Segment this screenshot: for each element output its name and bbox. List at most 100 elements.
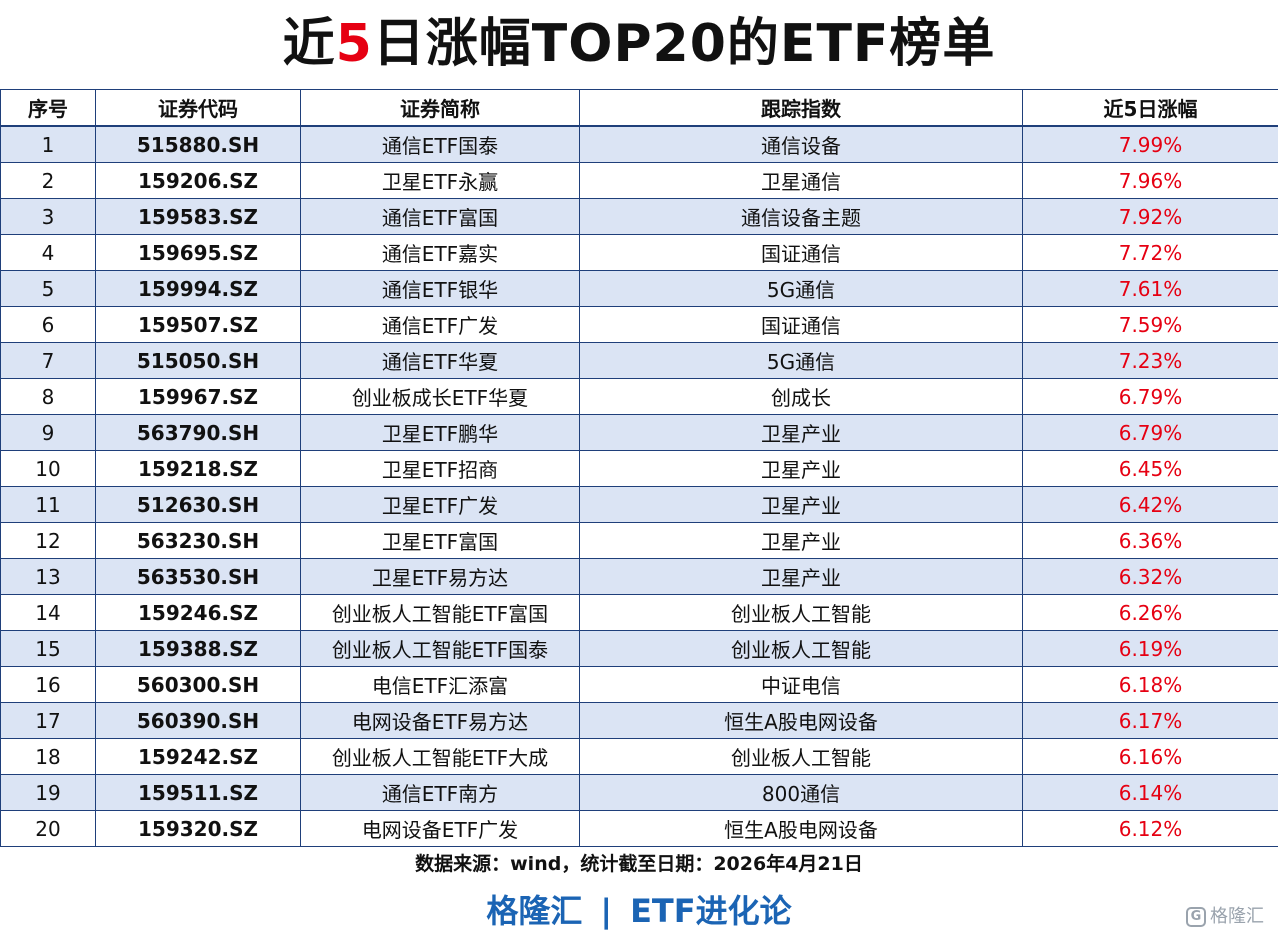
table-row: 1 515880.SH 通信ETF国泰 通信设备 7.99% [0, 125, 1278, 163]
header-name: 证券简称 [300, 89, 580, 127]
table-row: 13 563530.SH 卫星ETF易方达 卫星产业 6.32% [0, 558, 1278, 595]
cell-rank: 16 [0, 666, 96, 703]
cell-code: 159242.SZ [95, 738, 301, 775]
cell-name: 创业板人工智能ETF富国 [300, 594, 580, 631]
cell-code: 563230.SH [95, 522, 301, 559]
header-change: 近5日涨幅 [1022, 89, 1278, 127]
cell-code: 159218.SZ [95, 450, 301, 487]
cell-rank: 17 [0, 702, 96, 739]
cell-name: 通信ETF富国 [300, 198, 580, 235]
cell-index: 通信设备 [579, 125, 1023, 163]
cell-name: 卫星ETF富国 [300, 522, 580, 559]
cell-change: 7.92% [1022, 198, 1278, 235]
cell-rank: 1 [0, 125, 96, 163]
cell-code: 563530.SH [95, 558, 301, 595]
cell-rank: 10 [0, 450, 96, 487]
cell-change: 6.12% [1022, 810, 1278, 847]
table-row: 10 159218.SZ 卫星ETF招商 卫星产业 6.45% [0, 450, 1278, 487]
table-row: 14 159246.SZ 创业板人工智能ETF富国 创业板人工智能 6.26% [0, 594, 1278, 631]
cell-index: 恒生A股电网设备 [579, 702, 1023, 739]
cell-rank: 3 [0, 198, 96, 235]
gelonghui-logo-icon: G [1186, 907, 1206, 927]
cell-code: 159507.SZ [95, 306, 301, 343]
cell-index: 创成长 [579, 378, 1023, 415]
cell-code: 159320.SZ [95, 810, 301, 847]
cell-rank: 19 [0, 774, 96, 811]
cell-name: 通信ETF华夏 [300, 342, 580, 379]
cell-index: 5G通信 [579, 342, 1023, 379]
cell-change: 6.17% [1022, 702, 1278, 739]
cell-change: 7.72% [1022, 234, 1278, 271]
cell-name: 卫星ETF易方达 [300, 558, 580, 595]
cell-index: 卫星产业 [579, 558, 1023, 595]
cell-rank: 6 [0, 306, 96, 343]
table-body: 1 515880.SH 通信ETF国泰 通信设备 7.99% 2 159206.SZ 卫星ET… [0, 125, 1278, 847]
cell-name: 电网设备ETF广发 [300, 810, 580, 847]
cell-code: 512630.SH [95, 486, 301, 523]
table-row: 20 159320.SZ 电网设备ETF广发 恒生A股电网设备 6.12% [0, 810, 1278, 847]
cell-rank: 8 [0, 378, 96, 415]
cell-name: 卫星ETF永赢 [300, 162, 580, 199]
cell-index: 国证通信 [579, 234, 1023, 271]
cell-index: 卫星通信 [579, 162, 1023, 199]
cell-index: 卫星产业 [579, 450, 1023, 487]
cell-code: 560390.SH [95, 702, 301, 739]
cell-rank: 13 [0, 558, 96, 595]
table-row: 4 159695.SZ 通信ETF嘉实 国证通信 7.72% [0, 234, 1278, 271]
cell-name: 通信ETF银华 [300, 270, 580, 307]
cell-change: 7.59% [1022, 306, 1278, 343]
cell-index: 中证电信 [579, 666, 1023, 703]
cell-index: 卫星产业 [579, 414, 1023, 451]
cell-code: 159994.SZ [95, 270, 301, 307]
cell-change: 7.99% [1022, 125, 1278, 163]
cell-rank: 4 [0, 234, 96, 271]
header-rank: 序号 [0, 89, 96, 127]
cell-index: 800通信 [579, 774, 1023, 811]
cell-name: 电网设备ETF易方达 [300, 702, 580, 739]
cell-change: 7.61% [1022, 270, 1278, 307]
title-suffix: 日涨幅TOP20的ETF榜单 [372, 14, 996, 74]
table-row: 17 560390.SH 电网设备ETF易方达 恒生A股电网设备 6.17% [0, 702, 1278, 739]
cell-change: 6.36% [1022, 522, 1278, 559]
cell-change: 6.79% [1022, 378, 1278, 415]
data-source-note: 数据来源：wind，统计截至日期：2026年4月21日 [415, 853, 863, 875]
cell-code: 159583.SZ [95, 198, 301, 235]
cell-code: 159695.SZ [95, 234, 301, 271]
cell-code: 159388.SZ [95, 630, 301, 667]
cell-code: 159511.SZ [95, 774, 301, 811]
cell-change: 7.23% [1022, 342, 1278, 379]
cell-change: 6.18% [1022, 666, 1278, 703]
cell-index: 创业板人工智能 [579, 594, 1023, 631]
cell-index: 5G通信 [579, 270, 1023, 307]
title-prefix: 近 [282, 14, 336, 74]
cell-name: 通信ETF南方 [300, 774, 580, 811]
cell-change: 6.42% [1022, 486, 1278, 523]
cell-code: 159967.SZ [95, 378, 301, 415]
watermark: G 格隆汇 [1186, 902, 1264, 932]
brand-right: ETF进化论 [630, 892, 792, 930]
cell-name: 创业板成长ETF华夏 [300, 378, 580, 415]
cell-index: 创业板人工智能 [579, 738, 1023, 775]
cell-change: 7.96% [1022, 162, 1278, 199]
cell-index: 通信设备主题 [579, 198, 1023, 235]
cell-name: 通信ETF国泰 [300, 125, 580, 163]
table-row: 18 159242.SZ 创业板人工智能ETF大成 创业板人工智能 6.16% [0, 738, 1278, 775]
cell-rank: 12 [0, 522, 96, 559]
cell-name: 卫星ETF鹏华 [300, 414, 580, 451]
cell-index: 卫星产业 [579, 522, 1023, 559]
cell-code: 515880.SH [95, 125, 301, 163]
cell-change: 6.26% [1022, 594, 1278, 631]
cell-rank: 14 [0, 594, 96, 631]
cell-rank: 2 [0, 162, 96, 199]
cell-rank: 11 [0, 486, 96, 523]
cell-code: 515050.SH [95, 342, 301, 379]
table-header-row: 序号 证券代码 证券简称 跟踪指数 近5日涨幅 [0, 89, 1278, 127]
watermark-text: 格隆汇 [1210, 906, 1264, 927]
cell-change: 6.32% [1022, 558, 1278, 595]
brand-line: 格隆汇 | ETF进化论 [0, 888, 1278, 934]
brand-separator: | [600, 892, 613, 930]
cell-change: 6.19% [1022, 630, 1278, 667]
cell-name: 卫星ETF广发 [300, 486, 580, 523]
cell-index: 国证通信 [579, 306, 1023, 343]
cell-change: 6.16% [1022, 738, 1278, 775]
